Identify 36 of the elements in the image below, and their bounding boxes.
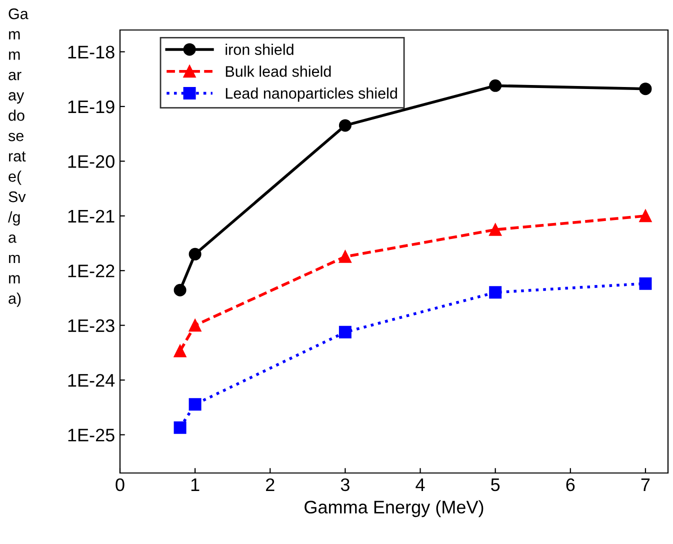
point	[338, 326, 352, 338]
point	[174, 284, 186, 296]
y-tick-label: 1E-21	[68, 210, 114, 222]
point	[188, 248, 202, 260]
point	[639, 210, 652, 222]
x-axis-title: Gamma Energy (MeV)	[304, 500, 484, 518]
legend-label: Lead nanoparticles shield	[226, 88, 397, 102]
point	[639, 277, 652, 290]
x-tick-label: 0	[116, 478, 124, 492]
point	[489, 223, 502, 236]
y-tick-label: 1E-18	[68, 46, 114, 58]
x-tick-label: 3	[340, 478, 350, 492]
x-tick-label: 7	[641, 478, 650, 491]
point	[489, 79, 502, 92]
x-tick-label: 1	[191, 478, 200, 491]
y-tick-label: 1E-24	[68, 374, 115, 387]
point	[174, 344, 186, 358]
point	[174, 421, 186, 434]
y-tick-label: 1E-20	[68, 155, 114, 168]
x-tick-label: 2	[266, 478, 274, 491]
legend-label: Bulk lead shield	[226, 66, 331, 77]
y-tick-label: 1E-23	[68, 319, 114, 332]
y-tick-label: 1E-19	[68, 100, 114, 114]
point	[639, 82, 652, 96]
legend-label: iron shield	[226, 44, 294, 55]
x-tick-label: 6	[566, 478, 575, 492]
point	[338, 119, 352, 132]
text: Ga m m ar ay do se rat e( Sv /g a m m a)	[8, 8, 28, 307]
y-tick-label: 1E-25	[68, 428, 114, 442]
point	[188, 398, 202, 411]
point	[188, 319, 202, 332]
x-tick-label: 4	[416, 478, 425, 491]
x-tick-label: 5	[491, 478, 500, 492]
point	[338, 250, 352, 263]
y-tick-label: 1E-22	[68, 264, 114, 278]
point	[489, 286, 502, 299]
